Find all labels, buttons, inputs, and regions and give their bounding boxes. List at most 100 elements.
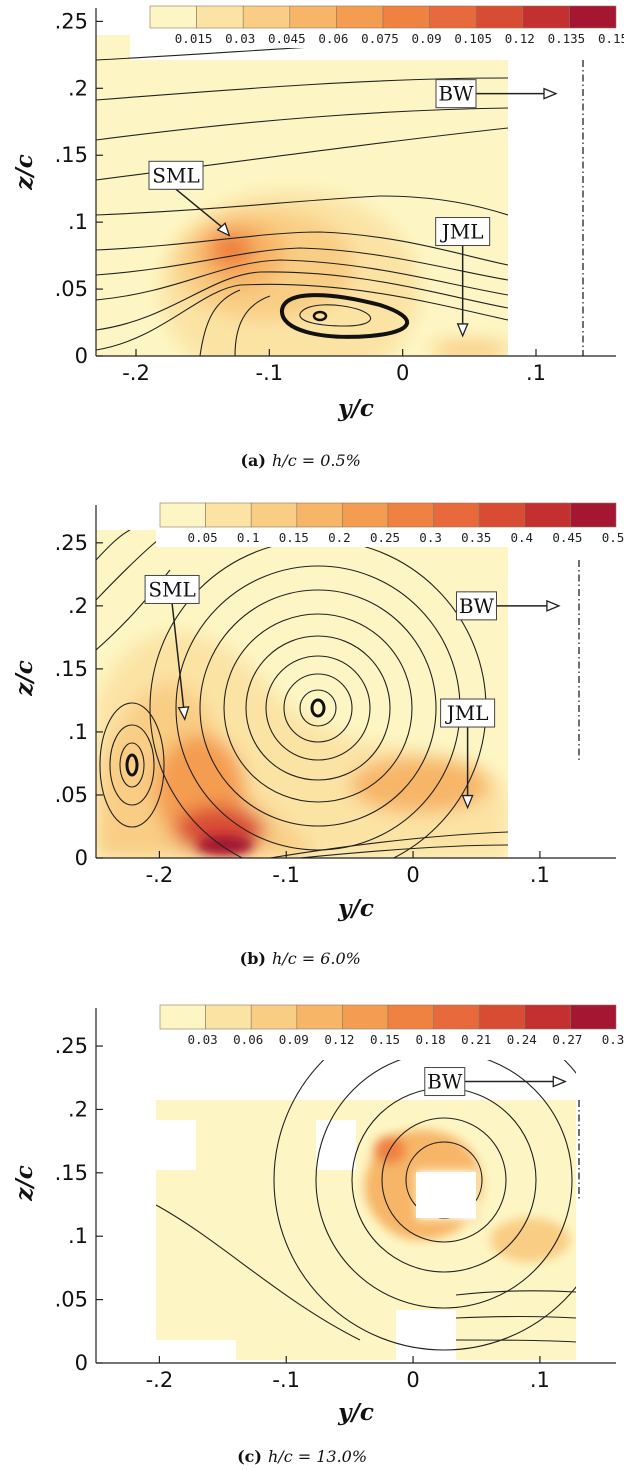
colorbar-swatch: [289, 5, 337, 29]
colorbar-swatch: [478, 1004, 526, 1030]
annotation-sml: SML: [148, 160, 231, 237]
annotations-b: SML JML BW: [144, 574, 561, 810]
colorbar-swatch: [342, 1004, 389, 1030]
streamline-a7: [96, 247, 508, 281]
y-tick-label: .2: [68, 1097, 88, 1121]
y-tick-label: .1: [68, 1224, 88, 1248]
x-tick-label: 0: [406, 863, 419, 887]
colorbar-tick-label: 0.03: [188, 1032, 218, 1047]
colorbar-tick-label: 0.21: [461, 1032, 491, 1047]
axes-b: -.2 -.1 0.10.05.1.15.2.25: [55, 531, 550, 887]
colorbar-swatch: [429, 5, 477, 29]
colorbar-swatch: [205, 502, 252, 528]
annotation-arrow-head: [552, 1075, 567, 1088]
colorbar-c: 0.03 0.06 0.09 0.12 0.15 0.18 0.21 0.24 0.27 0.3: [156, 1003, 624, 1049]
annotation-box: [424, 1067, 466, 1097]
colorbar-swatch: [570, 502, 617, 528]
colorbar-tick-label: 0.15: [279, 530, 309, 545]
y-tick-label: .1: [68, 210, 88, 234]
colorbar-tick-label: 0.03: [225, 31, 255, 46]
caption-label-c: (c): [237, 1447, 262, 1466]
colorbar-tick-label: 0.12: [505, 31, 535, 46]
streamlines-a: [96, 39, 508, 356]
x-axis-label-b: y/c: [337, 895, 374, 922]
annotation-box: [435, 79, 477, 109]
contour-jml-a: [430, 340, 508, 356]
colorbar-swatch: [250, 1004, 298, 1030]
colorbar-tick-label: 0.05: [188, 530, 218, 545]
colorbar-swatch: [296, 502, 343, 528]
colorbar-tick-label: 0.25: [370, 530, 400, 545]
vortex-a: [280, 293, 410, 339]
x-tick-label: 0: [406, 1368, 419, 1392]
caption-text-b: h/c = 6.0%: [272, 949, 361, 968]
colorbar-swatch: [478, 502, 526, 528]
contour-hotspot-b: [197, 835, 253, 855]
colorbar-swatch: [296, 1004, 343, 1030]
streamline-a10: [96, 283, 508, 351]
colorbar-swatch: [149, 5, 197, 29]
colorbar-swatch: [382, 5, 430, 29]
contour-jml-b: [350, 757, 490, 813]
vortex-ring-b4: [245, 635, 391, 781]
annotation-bw: BW: [424, 1067, 567, 1097]
streamline-b5: [299, 844, 508, 858]
x-tick-label: -.1: [272, 863, 300, 887]
vortex-ring-b2: [283, 673, 353, 743]
panel-c: -.2 -.1 0 .1 0 .05 .1 .15 .2 .25 0.03 0.06 0.09 0.12…: [11, 1003, 624, 1466]
streamline-b4: [269, 831, 508, 858]
x-tick-label: -.1: [272, 1368, 300, 1392]
y-tick-label: .2: [68, 76, 88, 100]
vortex-core-a: [312, 310, 328, 322]
y-tick-label: 0: [75, 344, 88, 368]
colorbar-tick-label: 0.09: [412, 31, 442, 46]
annotation-bw: BW: [435, 79, 558, 109]
vortex-ring-b6: [199, 589, 437, 827]
annotation-arrow-head: [456, 323, 469, 338]
y-axis-label-a: z/c: [11, 154, 38, 190]
colorbar-swatch: [433, 502, 480, 528]
annotation-box: [455, 591, 497, 621]
streamline-a5: [96, 195, 508, 216]
colorbar-tick-label: 0.06: [233, 1032, 263, 1047]
annotation-label: BW: [427, 1070, 463, 1094]
colorbar-swatch: [524, 502, 571, 528]
field-cutout-top-c: [156, 1060, 576, 1100]
colorbar-tick-label: 0.35: [461, 530, 491, 545]
axes-c: -.2 -.1 0 .1 0 .05 .1 .15 .2 .25: [55, 1034, 550, 1392]
streamline-a6: [96, 231, 508, 266]
annotation-bw: BW: [455, 591, 561, 621]
caption-text-c: h/c = 13.0%: [268, 1447, 367, 1466]
corner-vortex-core-b: [125, 753, 139, 777]
annotation-jml: JML: [440, 698, 496, 810]
vortex-loop-a2: [299, 304, 372, 327]
vortex-ring-c2: [381, 1117, 507, 1243]
panel-a: -.2 -.1 0.10.05.1.15.2.25 0.015 0.03 0.045 0.…: [11, 4, 624, 470]
contour-field-b: [96, 530, 508, 858]
contour-hotspot-a: [210, 232, 254, 268]
contour-arc-c: [490, 1218, 570, 1262]
annotation-arrow-shaft: [171, 603, 185, 708]
colorbar-tick-label: 0.27: [552, 1032, 582, 1047]
y-tick-label: 0: [75, 846, 88, 870]
contour-field-c: [156, 1060, 576, 1360]
streamline-b2: [96, 539, 159, 601]
y-tick-label: .15: [55, 657, 88, 681]
colorbar-swatch: [387, 1004, 434, 1030]
streamline-a9: [96, 271, 508, 331]
colorbar-tick-label: 0.045: [268, 31, 306, 46]
streamline-c3: [455, 1315, 576, 1319]
corner-vortex-ring-b3: [99, 702, 165, 828]
annotation-label: BW: [438, 82, 474, 106]
streamline-a12: [234, 295, 271, 356]
colorbar-tick-label: 0.15: [370, 1032, 400, 1047]
y-tick-label: .05: [55, 277, 88, 301]
annotation-label: JML: [445, 701, 489, 725]
y-axis-label-b: z/c: [11, 660, 38, 696]
panel-b: -.2 -.1 0.10.05.1.15.2.25 0.05 0.1 0.15 0.2 0.…: [11, 501, 624, 968]
colorbar-tick-label: 0.2: [328, 530, 351, 545]
annotation-label: BW: [459, 594, 495, 618]
annotation-arrow-shaft: [175, 188, 222, 228]
colorbar-swatch: [159, 1004, 206, 1030]
colorbar-tick-label: 0.06: [318, 31, 348, 46]
